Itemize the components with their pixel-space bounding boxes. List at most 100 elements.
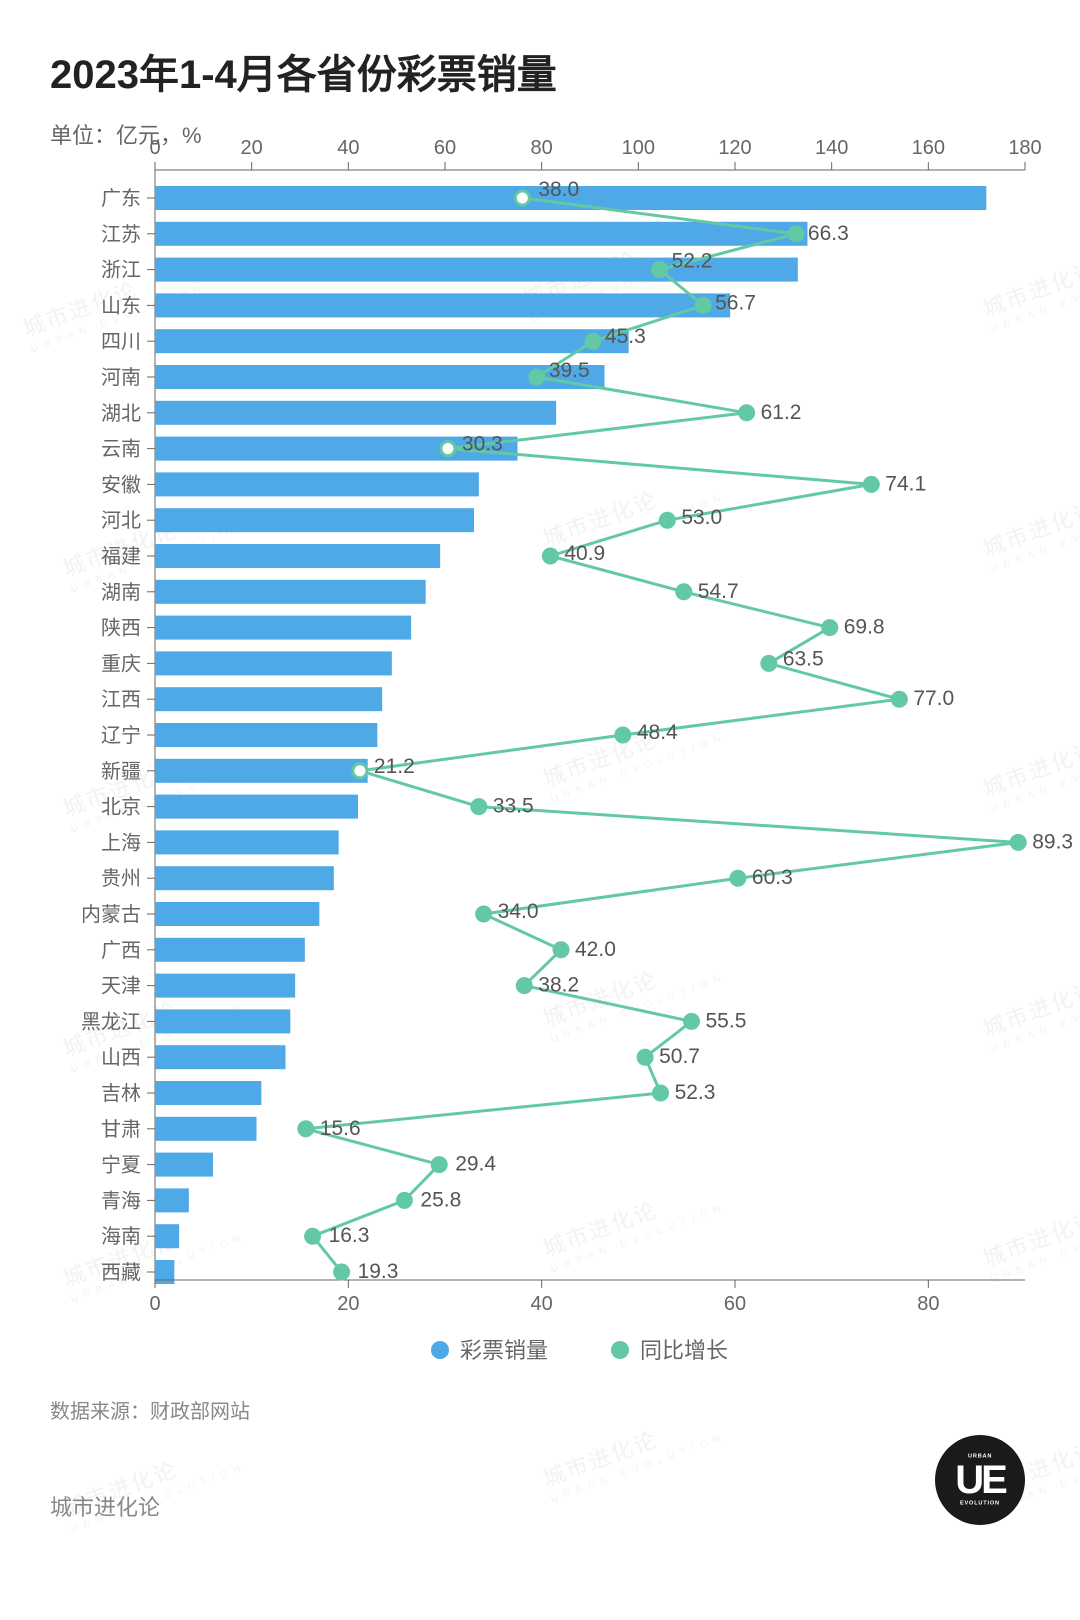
logo-text-main: UE — [955, 1460, 1005, 1500]
bar — [155, 401, 556, 425]
growth-value-label: 52.2 — [672, 250, 713, 273]
growth-marker — [477, 907, 491, 921]
combined-bar-line-chart: 020406080100120140160180广东江苏浙江山东四川河南湖北云南… — [0, 0, 1080, 1620]
province-label: 北京 — [101, 796, 141, 819]
growth-marker — [864, 477, 878, 491]
province-label: 四川 — [101, 331, 141, 353]
growth-value-label: 63.5 — [783, 647, 824, 670]
growth-marker — [1011, 835, 1025, 849]
growth-value-label: 69.8 — [844, 616, 885, 639]
growth-marker — [677, 585, 691, 599]
province-label: 广东 — [101, 187, 141, 210]
growth-marker — [762, 656, 776, 670]
province-label: 山西 — [101, 1046, 141, 1069]
province-label: 重庆 — [101, 652, 141, 675]
svg-text:140: 140 — [815, 137, 848, 159]
logo-text-bottom: EVOLUTION — [960, 1501, 1000, 1507]
bar — [155, 580, 426, 604]
growth-value-label: 89.3 — [1032, 830, 1073, 853]
bar — [155, 938, 305, 962]
bar — [155, 759, 368, 783]
growth-marker — [517, 979, 531, 993]
bar — [155, 508, 474, 532]
data-source: 数据来源：财政部网站 — [50, 1395, 250, 1424]
svg-text:40: 40 — [531, 1293, 553, 1315]
bar — [155, 651, 392, 675]
growth-marker — [397, 1193, 411, 1207]
bar — [155, 866, 334, 890]
province-label: 陕西 — [101, 617, 141, 640]
growth-marker — [740, 406, 754, 420]
growth-value-label: 56.7 — [715, 291, 756, 314]
growth-marker — [306, 1229, 320, 1243]
bar — [155, 974, 295, 998]
growth-value-label: 30.3 — [462, 433, 503, 456]
growth-marker — [685, 1014, 699, 1028]
bar — [155, 1045, 286, 1069]
growth-marker — [892, 692, 906, 706]
growth-marker — [515, 191, 529, 205]
growth-marker — [472, 800, 486, 814]
province-label: 云南 — [101, 438, 141, 461]
svg-text:180: 180 — [1008, 137, 1041, 159]
growth-value-label: 74.1 — [885, 472, 926, 495]
svg-text:20: 20 — [241, 137, 263, 159]
province-label: 天津 — [101, 975, 141, 998]
growth-value-label: 61.2 — [761, 401, 802, 424]
bar — [155, 544, 440, 568]
growth-value-label: 16.3 — [329, 1224, 370, 1247]
province-label: 贵州 — [101, 867, 141, 890]
svg-text:80: 80 — [917, 1293, 939, 1315]
growth-marker — [654, 1086, 668, 1100]
province-label: 湖南 — [101, 581, 141, 604]
growth-marker — [554, 943, 568, 957]
growth-value-label: 29.4 — [455, 1153, 496, 1176]
bar — [155, 1009, 290, 1033]
growth-marker — [353, 764, 367, 778]
growth-marker — [696, 298, 710, 312]
logo-text-top: URBAN — [968, 1454, 992, 1460]
growth-value-label: 21.2 — [374, 755, 415, 778]
growth-marker — [299, 1122, 313, 1136]
growth-marker — [660, 513, 674, 527]
growth-value-label: 48.4 — [637, 721, 678, 744]
svg-text:80: 80 — [531, 137, 553, 159]
bar — [155, 1188, 189, 1212]
bar — [155, 472, 479, 496]
province-label: 黑龙江 — [81, 1010, 141, 1033]
growth-marker — [441, 442, 455, 456]
province-label: 宁夏 — [101, 1154, 141, 1177]
growth-value-label: 52.3 — [675, 1081, 716, 1104]
growth-value-label: 15.6 — [320, 1117, 361, 1140]
growth-value-label: 40.9 — [564, 542, 605, 565]
growth-value-label: 39.5 — [549, 359, 590, 382]
growth-value-label: 33.5 — [493, 795, 534, 818]
growth-value-label: 42.0 — [575, 938, 616, 961]
bar — [155, 1081, 261, 1105]
growth-marker — [586, 334, 600, 348]
province-label: 浙江 — [101, 259, 141, 282]
svg-text:100: 100 — [622, 137, 655, 159]
bar — [155, 616, 411, 640]
bar — [155, 687, 382, 711]
bar — [155, 902, 319, 926]
svg-text:120: 120 — [718, 137, 751, 159]
growth-value-label: 38.0 — [538, 178, 579, 201]
growth-value-label: 77.0 — [913, 687, 954, 710]
svg-text:40: 40 — [337, 137, 359, 159]
growth-value-label: 53.0 — [681, 506, 722, 529]
province-label: 上海 — [101, 831, 141, 854]
growth-value-label: 34.0 — [498, 900, 539, 923]
province-label: 江苏 — [101, 223, 141, 246]
province-label: 新疆 — [101, 760, 141, 783]
legend-bar-label: 彩票销量 — [460, 1338, 548, 1363]
province-label: 河南 — [101, 366, 141, 389]
province-label: 湖北 — [101, 402, 141, 425]
growth-value-label: 19.3 — [358, 1260, 399, 1283]
growth-marker — [432, 1158, 446, 1172]
growth-marker — [731, 871, 745, 885]
growth-value-label: 66.3 — [808, 222, 849, 245]
publisher-logo: URBAN UE EVOLUTION — [935, 1435, 1025, 1525]
growth-value-label: 55.5 — [706, 1009, 747, 1032]
growth-marker — [335, 1265, 349, 1279]
